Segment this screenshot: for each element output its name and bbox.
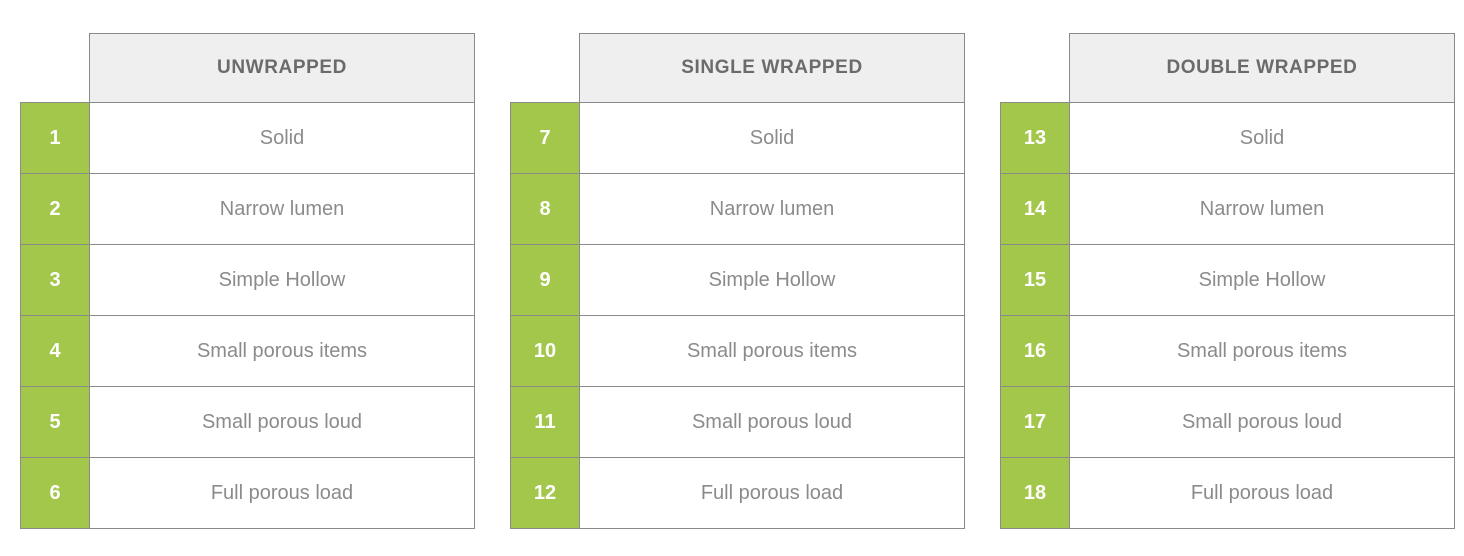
table-header: DOUBLE WRAPPED	[1069, 33, 1455, 103]
table-row: 17 Small porous loud	[1000, 386, 1455, 458]
row-label: Solid	[90, 102, 475, 174]
row-number: 7	[510, 102, 580, 174]
table-row: 2 Narrow lumen	[20, 173, 475, 245]
row-number: 13	[1000, 102, 1070, 174]
table-row: 5 Small porous loud	[20, 386, 475, 458]
table-row: 1 Solid	[20, 102, 475, 174]
row-label: Full porous load	[90, 457, 475, 529]
row-label: Small porous items	[90, 315, 475, 387]
row-number: 4	[20, 315, 90, 387]
row-number: 16	[1000, 315, 1070, 387]
table-row: 3 Simple Hollow	[20, 244, 475, 316]
row-label: Small porous items	[1070, 315, 1455, 387]
table-row: 4 Small porous items	[20, 315, 475, 387]
row-number: 14	[1000, 173, 1070, 245]
row-number: 12	[510, 457, 580, 529]
row-number: 2	[20, 173, 90, 245]
row-number: 17	[1000, 386, 1070, 458]
row-number: 6	[20, 457, 90, 529]
row-label: Full porous load	[1070, 457, 1455, 529]
row-number: 5	[20, 386, 90, 458]
row-number: 1	[20, 102, 90, 174]
row-label: Solid	[580, 102, 965, 174]
row-label: Small porous loud	[580, 386, 965, 458]
row-number: 11	[510, 386, 580, 458]
table-header: SINGLE WRAPPED	[579, 33, 965, 103]
table-row: 10 Small porous items	[510, 315, 965, 387]
table-row: 13 Solid	[1000, 102, 1455, 174]
row-label: Narrow lumen	[580, 173, 965, 245]
row-number: 10	[510, 315, 580, 387]
table-row: 7 Solid	[510, 102, 965, 174]
table-row: 8 Narrow lumen	[510, 173, 965, 245]
table-header: UNWRAPPED	[89, 33, 475, 103]
row-label: Full porous load	[580, 457, 965, 529]
table-row: 12 Full porous load	[510, 457, 965, 529]
table-row: 11 Small porous loud	[510, 386, 965, 458]
row-label: Narrow lumen	[1070, 173, 1455, 245]
table-row: 15 Simple Hollow	[1000, 244, 1455, 316]
row-number: 3	[20, 244, 90, 316]
row-number: 18	[1000, 457, 1070, 529]
table-unwrapped: UNWRAPPED 1 Solid 2 Narrow lumen 3 Simpl…	[20, 33, 475, 529]
row-label: Small porous loud	[90, 386, 475, 458]
table-row: 9 Simple Hollow	[510, 244, 965, 316]
row-number: 9	[510, 244, 580, 316]
table-row: 14 Narrow lumen	[1000, 173, 1455, 245]
row-label: Simple Hollow	[90, 244, 475, 316]
row-label: Simple Hollow	[1070, 244, 1455, 316]
table-row: 16 Small porous items	[1000, 315, 1455, 387]
table-row: 6 Full porous load	[20, 457, 475, 529]
table-row: 18 Full porous load	[1000, 457, 1455, 529]
row-label: Small porous loud	[1070, 386, 1455, 458]
row-label: Narrow lumen	[90, 173, 475, 245]
row-number: 8	[510, 173, 580, 245]
row-label: Solid	[1070, 102, 1455, 174]
table-double-wrapped: DOUBLE WRAPPED 13 Solid 14 Narrow lumen …	[1000, 33, 1455, 529]
row-label: Small porous items	[580, 315, 965, 387]
row-label: Simple Hollow	[580, 244, 965, 316]
row-number: 15	[1000, 244, 1070, 316]
table-single-wrapped: SINGLE WRAPPED 7 Solid 8 Narrow lumen 9 …	[510, 33, 965, 529]
